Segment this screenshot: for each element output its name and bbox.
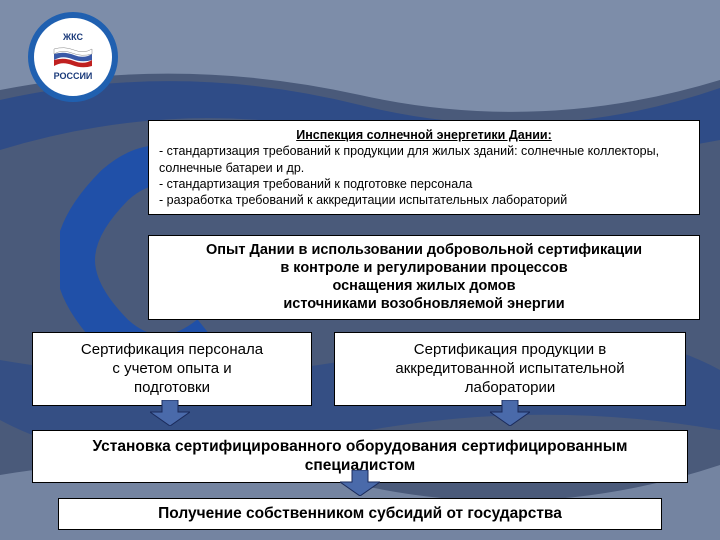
personnel-cert-box: Сертификация персонала с учетом опыта и … xyxy=(32,332,312,406)
experience-box: Опыт Дании в использовании добровольной … xyxy=(148,235,700,320)
inspection-box: Инспекция солнечной энергетики Дании: - … xyxy=(148,120,700,215)
personnel-line2: с учетом опыта и xyxy=(43,360,301,379)
product-line3: лаборатории xyxy=(345,379,675,398)
logo-top-text: ЖКС xyxy=(52,32,94,43)
logo-bottom-text: РОССИИ xyxy=(52,71,94,82)
inspection-title: Инспекция солнечной энергетики Дании: xyxy=(159,127,689,143)
inspection-line1: - стандартизация требований к продукции … xyxy=(159,143,689,176)
product-line1: Сертификация продукции в xyxy=(345,341,675,360)
product-cert-box: Сертификация продукции в аккредитованной… xyxy=(334,332,686,406)
subsidy-box: Получение собственником субсидий от госу… xyxy=(58,498,662,530)
arrow-box4-down xyxy=(490,400,530,426)
logo-circle: ЖКС РОССИИ xyxy=(28,12,118,102)
logo-flag-icon xyxy=(52,46,94,68)
arrow-box5-down xyxy=(340,470,380,496)
experience-line4: источниками возобновляемой энергии xyxy=(163,295,685,313)
inspection-line3: - разработка требований к аккредитации и… xyxy=(159,192,689,208)
experience-line1: Опыт Дании в использовании добровольной … xyxy=(163,241,685,259)
installation-text: Установка сертифицированного оборудовани… xyxy=(93,438,628,474)
experience-line3: оснащения жилых домов xyxy=(163,277,685,295)
product-line2: аккредитованной испытательной xyxy=(345,360,675,379)
arrow-box3-down xyxy=(150,400,190,426)
personnel-line1: Сертификация персонала xyxy=(43,341,301,360)
personnel-line3: подготовки xyxy=(43,379,301,398)
inspection-line2: - стандартизация требований к подготовке… xyxy=(159,176,689,192)
logo: ЖКС РОССИИ xyxy=(28,12,118,117)
experience-line2: в контроле и регулировании процессов xyxy=(163,259,685,277)
subsidy-text: Получение собственником субсидий от госу… xyxy=(158,505,562,522)
